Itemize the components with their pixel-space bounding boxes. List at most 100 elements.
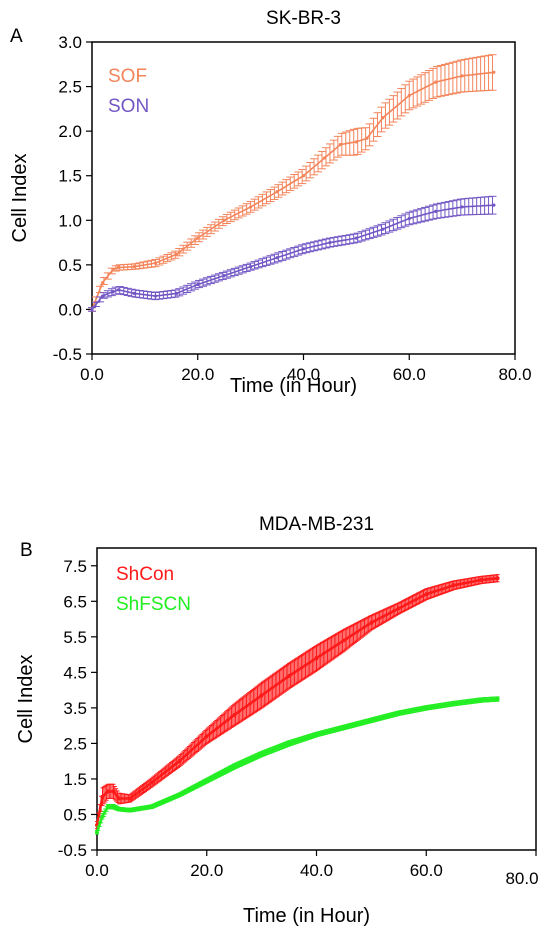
x-tick-label: 40.0 (287, 365, 320, 384)
panel-letter: B (20, 540, 33, 561)
data-point (407, 93, 411, 98)
data-point (424, 592, 429, 597)
data-point (396, 711, 401, 716)
series-line (91, 71, 494, 310)
y-tick-label: 1.0 (58, 211, 82, 230)
series-shcon (95, 574, 500, 830)
data-point (492, 70, 496, 74)
chart-title: MDA-MB-231 (259, 514, 374, 535)
data-point (259, 752, 264, 757)
data-point (275, 190, 279, 194)
y-tick-label: 5.5 (63, 628, 87, 647)
data-point (249, 205, 253, 209)
data-point (116, 807, 121, 812)
data-point (116, 265, 121, 270)
data-point (407, 216, 411, 221)
y-tick-label: 3.5 (63, 699, 87, 718)
y-axis-label: Cell Index (15, 655, 37, 744)
data-point (127, 796, 132, 801)
x-tick-label: 60.0 (410, 861, 443, 880)
series-line (91, 204, 494, 310)
data-point (153, 261, 158, 265)
data-point (314, 732, 319, 737)
data-point (177, 792, 182, 797)
data-point (222, 273, 226, 278)
data-point (132, 265, 136, 269)
plot-frame (91, 41, 516, 355)
data-point (127, 808, 132, 813)
data-point (460, 74, 464, 78)
data-point (341, 638, 346, 643)
data-point (495, 697, 500, 701)
y-axis-label: Cell Index (9, 154, 31, 243)
x-tick-label: 80.0 (498, 365, 531, 384)
chart-panel-A: SK-BR-3A-0.50.00.51.01.52.02.53.00.0 20.0… (9, 8, 532, 397)
data-point (132, 291, 136, 295)
data-point (100, 794, 105, 799)
data-point (354, 140, 358, 144)
data-point (153, 294, 158, 298)
data-point (381, 116, 385, 120)
x-tick-label: 0.0 (80, 365, 104, 384)
y-tick-label: 1.5 (58, 167, 82, 186)
data-point (232, 764, 237, 769)
legend-entry: ShFSCN (116, 594, 191, 615)
data-point (232, 712, 237, 717)
series-line (95, 697, 498, 833)
data-point (204, 734, 209, 739)
data-point (424, 705, 429, 710)
x-tick-label: 80.0 (505, 869, 538, 888)
y-tick-label: -0.5 (53, 345, 82, 364)
data-point (204, 778, 209, 783)
x-tick-label: 0.0 (85, 861, 109, 880)
data-point (175, 252, 179, 256)
series-shfscn (95, 696, 500, 835)
legend-entry: SON (108, 96, 149, 117)
data-point (381, 227, 385, 231)
data-point (100, 294, 105, 298)
data-point (222, 218, 226, 222)
data-point (149, 804, 154, 809)
data-point (111, 290, 115, 294)
data-point (434, 209, 438, 213)
data-point (434, 80, 438, 84)
data-point (196, 282, 200, 287)
data-point (100, 281, 105, 285)
data-point (451, 701, 456, 706)
data-point (100, 814, 105, 819)
data-point (111, 804, 116, 809)
data-point (105, 804, 110, 809)
series-son (88, 195, 497, 312)
data-point (365, 136, 369, 140)
data-point (341, 725, 346, 730)
x-axis-label: Time (in Hour) (243, 905, 370, 927)
data-point (149, 780, 154, 785)
data-point (196, 236, 200, 240)
y-tick-label: 7.5 (63, 557, 87, 576)
data-point (328, 240, 332, 245)
chart-title: SK-BR-3 (266, 8, 341, 29)
data-point (111, 789, 116, 794)
series-sof (88, 54, 497, 312)
data-point (479, 577, 484, 582)
chart-panel-B: MDA-MB-231 B -0.5 0.5 1.5 2.5 3.5 4.5 5.5 6.5 7.5 0… (15, 514, 539, 927)
data-point (249, 265, 253, 269)
data-point (460, 205, 464, 209)
y-tick-label: 0.5 (58, 256, 82, 275)
data-point (479, 698, 484, 703)
y-tick-label: 2.5 (63, 734, 87, 753)
data-point (105, 789, 110, 794)
y-tick-label: 3.0 (58, 33, 82, 52)
legend-entry: ShCon (116, 564, 174, 585)
data-point (301, 247, 306, 251)
data-point (301, 174, 306, 178)
y-tick-label: 0.5 (63, 805, 87, 824)
x-axis-label: Time (in Hour) (230, 375, 357, 397)
data-point (175, 291, 179, 295)
data-point (451, 583, 456, 588)
data-point (495, 576, 500, 581)
data-point (338, 142, 343, 147)
x-tick-label: 20.0 (181, 365, 214, 384)
x-tick-label: 60.0 (393, 365, 426, 384)
